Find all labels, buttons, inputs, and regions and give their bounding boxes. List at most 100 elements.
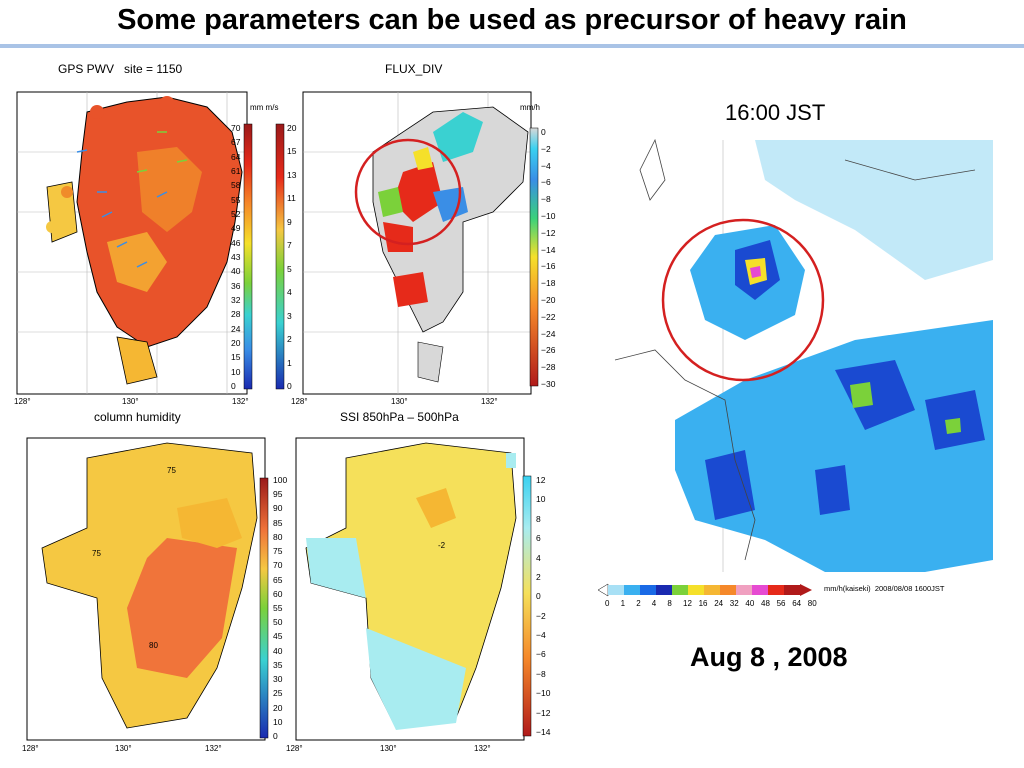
colorbar-label: 32 — [231, 295, 241, 305]
gps-pwv-xtick: 132° — [232, 397, 249, 406]
humidity-contour-label: 75 — [92, 549, 101, 558]
colorbar-label: −4 — [541, 160, 551, 171]
colorbar-label: −12 — [536, 707, 551, 718]
ssi-xtick: 132° — [474, 744, 491, 753]
colorbar-label: 0 — [273, 731, 278, 741]
colorbar-label: 95 — [273, 489, 283, 500]
radar-map — [595, 138, 993, 572]
colorbar-label: −30 — [541, 379, 556, 389]
colorbar-label: 1 — [287, 357, 292, 368]
ssi-title: SSI 850hPa – 500hPa — [340, 410, 459, 424]
column-humidity-map: 75 75 80 — [26, 437, 266, 741]
radar-colorbar — [597, 583, 812, 597]
colorbar-label: −10 — [536, 688, 551, 699]
colorbar-label: 2 — [536, 571, 541, 582]
title-divider — [0, 44, 1024, 48]
colorbar-label: −10 — [541, 211, 556, 221]
colorbar-label: 50 — [273, 617, 283, 628]
flux-div-map — [302, 91, 532, 395]
colorbar-label: 10 — [536, 494, 546, 505]
colorbar-label: −24 — [541, 328, 556, 339]
ssi-xtick: 130° — [380, 744, 397, 753]
gps-pwv-unit: mm m/s — [250, 103, 279, 112]
column-humidity-title: column humidity — [94, 410, 181, 424]
colorbar-label: 15 — [287, 146, 297, 157]
humidity-xtick: 130° — [115, 744, 132, 753]
colorbar-label: −20 — [541, 295, 556, 305]
colorbar-label: 25 — [273, 688, 283, 699]
colorbar-label: 100 — [273, 475, 288, 485]
colorbar-label: −26 — [541, 345, 556, 356]
humidity-contour-label: 75 — [167, 466, 176, 475]
date-label: Aug 8 , 2008 — [690, 642, 848, 672]
radar-legend-tick: 16 — [698, 599, 708, 608]
flux-div-xtick: 128° — [291, 397, 308, 406]
gps-pwv-colorbar-wind — [275, 123, 285, 390]
radar-legend-tick: 24 — [714, 599, 724, 608]
radar-legend-tick: 80 — [807, 599, 817, 608]
flux-div-xtick: 132° — [481, 397, 498, 406]
colorbar-label: 67 — [231, 137, 241, 148]
gps-pwv-map — [16, 91, 248, 395]
colorbar-label: 20 — [287, 123, 297, 133]
colorbar-label: −4 — [536, 630, 546, 641]
colorbar-label: 10 — [231, 366, 241, 377]
colorbar-label: −6 — [541, 177, 551, 188]
flux-div-unit: mm/h — [520, 103, 540, 112]
humidity-xtick: 128° — [22, 744, 39, 753]
colorbar-label: −16 — [541, 261, 556, 272]
humidity-xtick: 132° — [205, 744, 222, 753]
colorbar-label: 4 — [287, 287, 292, 298]
colorbar-label: 64 — [231, 151, 241, 162]
colorbar-label: 40 — [273, 645, 283, 656]
colorbar-label: 20 — [273, 702, 283, 713]
colorbar-label: 10 — [273, 716, 283, 727]
colorbar-label: −2 — [541, 143, 551, 154]
radar-legend-tick: 56 — [776, 599, 786, 608]
colorbar-label: 36 — [231, 280, 241, 291]
ssi-map: -2 — [295, 437, 525, 741]
colorbar-label: −2 — [536, 610, 546, 621]
colorbar-label: 52 — [231, 209, 241, 219]
radar-legend-meta: mm/h(kaiseki) 2008/08/08 1600JST — [824, 584, 945, 593]
radar-legend-tick: 4 — [651, 599, 657, 608]
slide-title: Some parameters can be used as precursor… — [117, 4, 907, 36]
radar-legend-tick: 8 — [667, 599, 672, 608]
colorbar-label: 45 — [273, 631, 283, 642]
colorbar-label: 30 — [273, 674, 283, 685]
colorbar-label: 65 — [273, 574, 283, 585]
colorbar-label: 20 — [231, 338, 241, 348]
colorbar-label: 11 — [287, 193, 296, 204]
radar-legend-tick: 1 — [620, 599, 626, 608]
radar-legend-tick: 48 — [761, 599, 770, 608]
colorbar-label: 24 — [231, 323, 241, 334]
ssi-xtick: 128° — [286, 744, 303, 753]
ssi-colorbar — [522, 475, 532, 737]
colorbar-label: 5 — [287, 263, 292, 274]
colorbar-label: 2 — [287, 334, 292, 345]
colorbar-label: −28 — [541, 362, 556, 373]
gps-pwv-colorbar-mm — [243, 123, 253, 390]
colorbar-label: 15 — [231, 352, 241, 363]
colorbar-label: 9 — [287, 216, 292, 227]
radar-legend-tick: 32 — [729, 599, 739, 608]
ssi-contour-label: -2 — [438, 541, 446, 550]
humidity-contour-label: 80 — [149, 641, 158, 650]
radar-legend-tick: 12 — [683, 599, 692, 608]
colorbar-label: 75 — [273, 546, 283, 557]
colorbar-label: 35 — [273, 659, 283, 670]
colorbar-label: 28 — [231, 309, 241, 320]
colorbar-label: −14 — [541, 244, 556, 255]
colorbar-label: 13 — [287, 169, 297, 180]
flux-div-title: FLUX_DIV — [385, 62, 443, 76]
colorbar-label: 43 — [231, 252, 241, 262]
gps-pwv-title: GPS PWV site = 1150 — [58, 62, 183, 76]
colorbar-label: 80 — [273, 531, 283, 542]
colorbar-label: 55 — [231, 194, 241, 205]
colorbar-label: 90 — [273, 503, 283, 514]
colorbar-label: −8 — [541, 194, 551, 205]
colorbar-label: 60 — [273, 588, 283, 599]
colorbar-label: −8 — [536, 668, 546, 679]
colorbar-label: 0 — [287, 381, 292, 391]
colorbar-label: 61 — [231, 166, 241, 176]
